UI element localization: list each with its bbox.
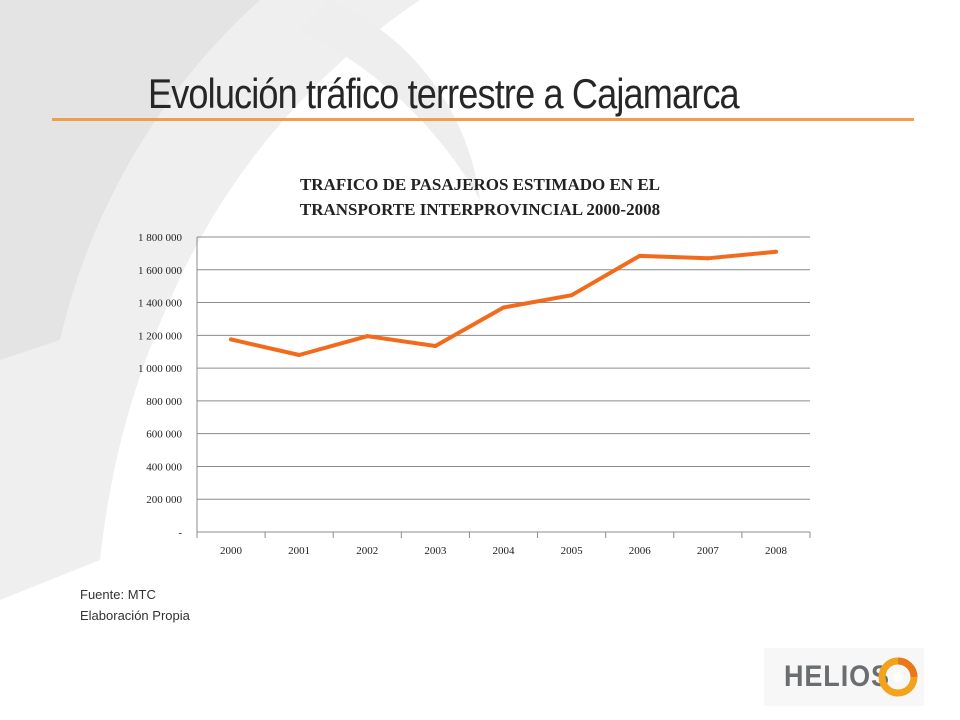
helios-sun-icon bbox=[878, 657, 918, 697]
data-point bbox=[365, 334, 370, 339]
x-tick-label: 2003 bbox=[424, 545, 447, 557]
y-tick-label: 800 000 bbox=[146, 396, 182, 408]
y-tick-label: 1 600 000 bbox=[138, 265, 183, 277]
chart-title: TRAFICO DE PASAJEROS ESTIMADO EN EL TRAN… bbox=[200, 172, 760, 222]
series-line bbox=[229, 249, 778, 357]
x-tick-label: 2005 bbox=[561, 545, 584, 557]
y-tick-label: 600 000 bbox=[146, 429, 182, 441]
data-point bbox=[773, 249, 778, 254]
x-tick-label: 2002 bbox=[356, 545, 378, 557]
source-note: Fuente: MTC Elaboración Propia bbox=[80, 584, 190, 626]
x-tick-label: 2007 bbox=[697, 545, 720, 557]
data-point bbox=[501, 305, 506, 310]
x-tick-label: 2000 bbox=[220, 545, 243, 557]
y-tick-label: 1 400 000 bbox=[138, 298, 183, 310]
x-tick-label: 2001 bbox=[288, 545, 310, 557]
x-tick-label: 2006 bbox=[629, 545, 652, 557]
y-tick-label: 200 000 bbox=[146, 494, 182, 506]
source-line-2: Elaboración Propia bbox=[80, 608, 190, 623]
x-tick-label: 2004 bbox=[493, 545, 516, 557]
y-tick-label: 1 200 000 bbox=[138, 330, 183, 342]
data-point bbox=[569, 293, 574, 298]
chart-title-line-1: TRAFICO DE PASAJEROS ESTIMADO EN EL bbox=[299, 175, 661, 194]
y-tick-label: - bbox=[178, 527, 182, 539]
logo-wordmark: HELIOS bbox=[784, 660, 890, 693]
line-chart: - 200 000 400 000 600 000 800 000 1 000 000 1 … bbox=[138, 232, 811, 557]
helios-logo: HELIOS bbox=[764, 648, 924, 706]
chart-title-line-2: TRANSPORTE INTERPROVINCIAL 2000-2008 bbox=[299, 200, 661, 219]
data-point bbox=[297, 353, 302, 357]
y-tick-label: 1 000 000 bbox=[138, 363, 183, 375]
data-point bbox=[637, 253, 642, 258]
data-point bbox=[433, 343, 438, 348]
data-point bbox=[705, 256, 710, 261]
y-tick-label: 1 800 000 bbox=[138, 232, 183, 244]
x-tick-label: 2008 bbox=[765, 545, 788, 557]
title-underline bbox=[52, 118, 914, 121]
y-tick-label: 400 000 bbox=[146, 461, 182, 473]
data-point bbox=[229, 337, 234, 342]
slide-title: Evolución tráfico terrestre a Cajamarca bbox=[148, 70, 740, 117]
source-line-1: Fuente: MTC bbox=[80, 587, 156, 602]
